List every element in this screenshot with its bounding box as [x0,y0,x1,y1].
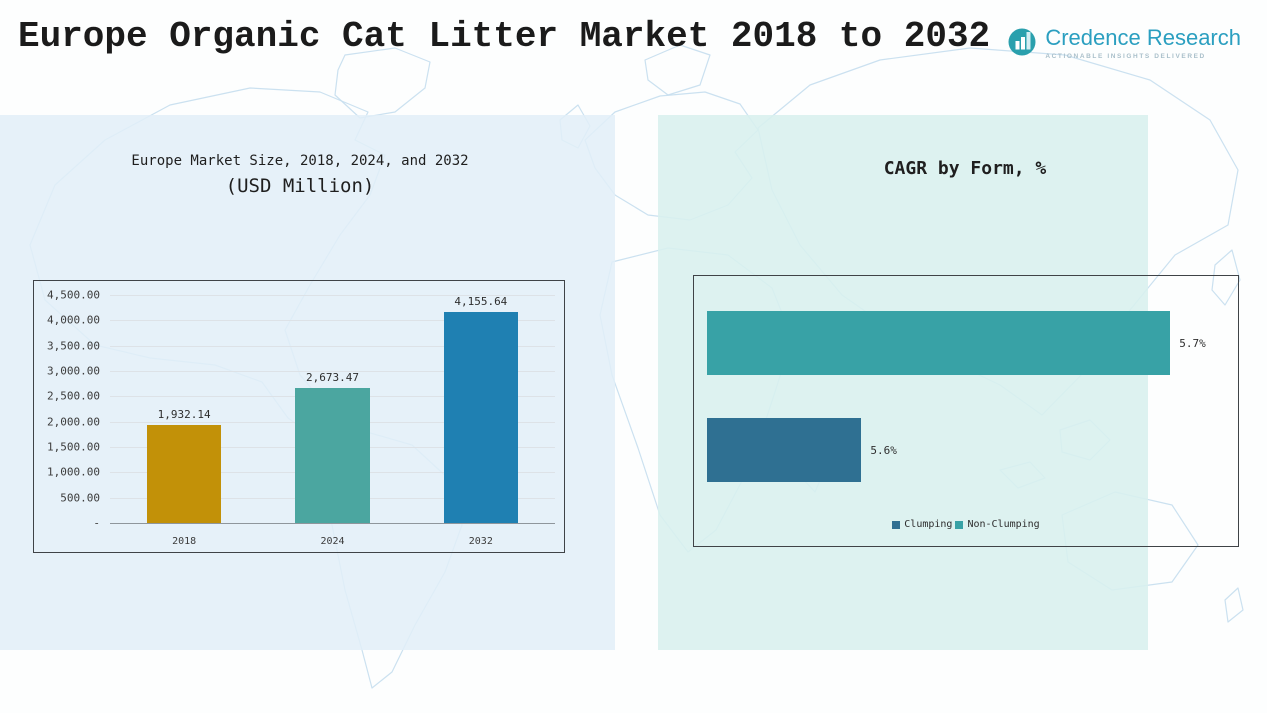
y-axis-tick-label: 500.00 [60,491,100,505]
market-size-plot: 1,932.14 2,673.47 4,155.64 [110,295,555,524]
cagr-plot: 5.7% 5.6% [707,276,1232,512]
brand-logo-name: Credence Research [1045,25,1241,50]
x-axis-tick-label: 2032 [468,536,493,547]
market-size-chart-title-line1: Europe Market Size, 2018, 2024, and 2032 [131,153,469,169]
y-axis-tick-label: - [93,516,100,530]
gridline [110,345,555,347]
legend-swatch [892,520,901,529]
bar-column: 4,155.64 [407,295,555,523]
cagr-legend: Clumping Non-Clumping [694,519,1238,530]
brand-logo: Credence Research Actionable Insights De… [1006,26,1241,60]
y-axis-tick-label: 3,000.00 [47,364,100,378]
y-axis-tick-label: 1,000.00 [47,465,100,479]
bar-clumping [707,418,862,482]
cagr-panel [658,115,1148,650]
y-axis-tick-label: 2,500.00 [47,389,100,403]
bar-value-label: 1,932.14 [157,408,211,422]
hbar-row: 5.7% [707,311,1232,375]
x-axis-tick-label: 2024 [320,536,345,547]
market-size-yaxis: 4,500.00 4,000.00 3,500.00 3,000.00 2,500.00… [34,289,106,530]
bar-2024 [295,387,370,523]
y-axis-tick-label: 2,000.00 [47,415,100,429]
bar-non-clumping [707,311,1171,375]
legend-item: Clumping [892,519,952,530]
gridline [110,370,555,372]
page-title: Europe Organic Cat Litter Market 2018 to… [18,16,991,57]
bar-value-label: 5.6% [870,443,897,457]
market-size-chart: 4,500.00 4,000.00 3,500.00 3,000.00 2,500.00… [33,280,565,553]
bar-2018 [147,425,222,523]
legend-item: Non-Clumping [955,519,1040,530]
market-size-xaxis: 2018 2024 2032 [110,536,555,547]
bar-column: 2,673.47 [258,295,406,523]
y-axis-tick-label: 4,500.00 [47,288,100,302]
bar-value-label: 5.7% [1179,336,1206,350]
x-axis-line [110,523,555,524]
hbar-row: 5.6% [707,418,1232,482]
y-axis-tick-label: 1,500.00 [47,440,100,454]
legend-label: Non-Clumping [967,519,1040,530]
brand-logo-icon [1008,28,1036,56]
y-axis-tick-label: 4,000.00 [47,313,100,327]
bar-column: 1,932.14 [110,295,258,523]
gridline [110,320,555,322]
brand-logo-tagline: Actionable Insights Delivered [1045,53,1206,61]
market-size-chart-title: Europe Market Size, 2018, 2024, and 2032… [60,153,540,197]
bar-value-label: 4,155.64 [454,295,508,309]
y-axis-tick-label: 3,500.00 [47,339,100,353]
brand-logo-text-block: Credence Research Actionable Insights De… [1045,26,1241,60]
x-axis-tick-label: 2018 [172,536,197,547]
bar-value-label: 2,673.47 [306,370,359,384]
legend-swatch [955,520,964,529]
cagr-chart-title: CAGR by Form, % [883,158,1047,179]
market-size-chart-title-line2: (USD Million) [225,175,375,197]
cagr-chart: 5.7% 5.6% Clumping Non-Clumping [693,275,1239,547]
gridline [110,295,555,296]
bar-2032 [443,312,518,523]
legend-label: Clumping [904,519,953,530]
